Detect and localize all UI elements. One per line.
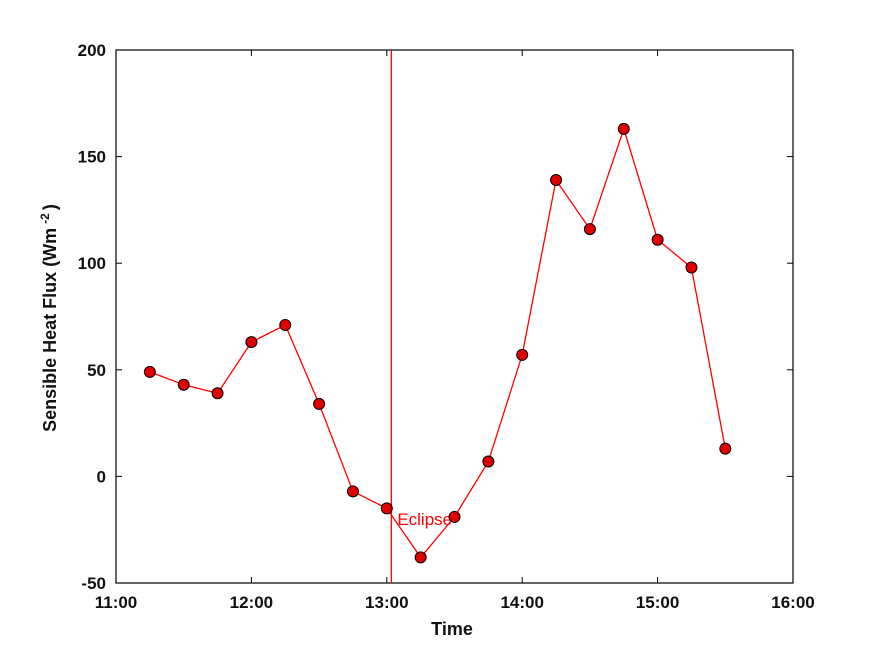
annotations: Eclipse [390, 50, 452, 583]
data-point [685, 261, 698, 274]
data-point [346, 485, 359, 498]
data-point [617, 122, 630, 135]
x-tick-label: 12:00 [230, 593, 273, 612]
data-point [380, 502, 393, 515]
x-tick-label: 15:00 [636, 593, 679, 612]
y-tick-label: 150 [78, 148, 106, 167]
y-tick-labels: -50 0 50 100 150 200 [78, 41, 106, 593]
data-point [313, 397, 326, 410]
x-tick-labels: 11:00 12:00 13:00 14:00 15:00 16:00 [95, 593, 815, 612]
series-line-0 [149, 126, 726, 559]
data-point [177, 378, 190, 391]
x-tick-label: 11:00 [95, 593, 138, 612]
data-point [143, 365, 156, 378]
y-tick-label: -50 [81, 574, 106, 593]
data-point [211, 387, 224, 400]
data-points [143, 122, 732, 564]
y-axis-title-sup: -2 [38, 213, 52, 224]
data-point [245, 336, 258, 349]
series-lines [149, 126, 726, 559]
data-point [719, 442, 732, 455]
data-point [448, 510, 461, 523]
x-tick-label: 14:00 [500, 593, 543, 612]
data-point [279, 319, 292, 332]
y-axis-title-main: Sensible Heat Flux (Wm [40, 228, 60, 432]
x-axis-title: Time [431, 619, 473, 639]
eclipse-label: Eclipse [397, 510, 452, 529]
data-point [516, 348, 529, 361]
data-point [414, 551, 427, 564]
x-tick-label: 13:00 [365, 593, 408, 612]
axis-ticks [115, 49, 794, 584]
y-axis-title: Sensible Heat Flux (Wm -2) [38, 204, 60, 432]
data-point [583, 223, 596, 236]
y-axis-title-close: ) [40, 204, 60, 210]
data-point [482, 455, 495, 468]
x-tick-label: 16:00 [771, 593, 814, 612]
y-tick-label: 0 [97, 467, 106, 486]
data-point [550, 174, 563, 187]
plot-area [115, 49, 794, 584]
y-tick-label: 200 [78, 41, 106, 60]
y-tick-label: 100 [78, 254, 106, 273]
y-tick-label: 50 [87, 361, 106, 380]
data-point [651, 233, 664, 246]
